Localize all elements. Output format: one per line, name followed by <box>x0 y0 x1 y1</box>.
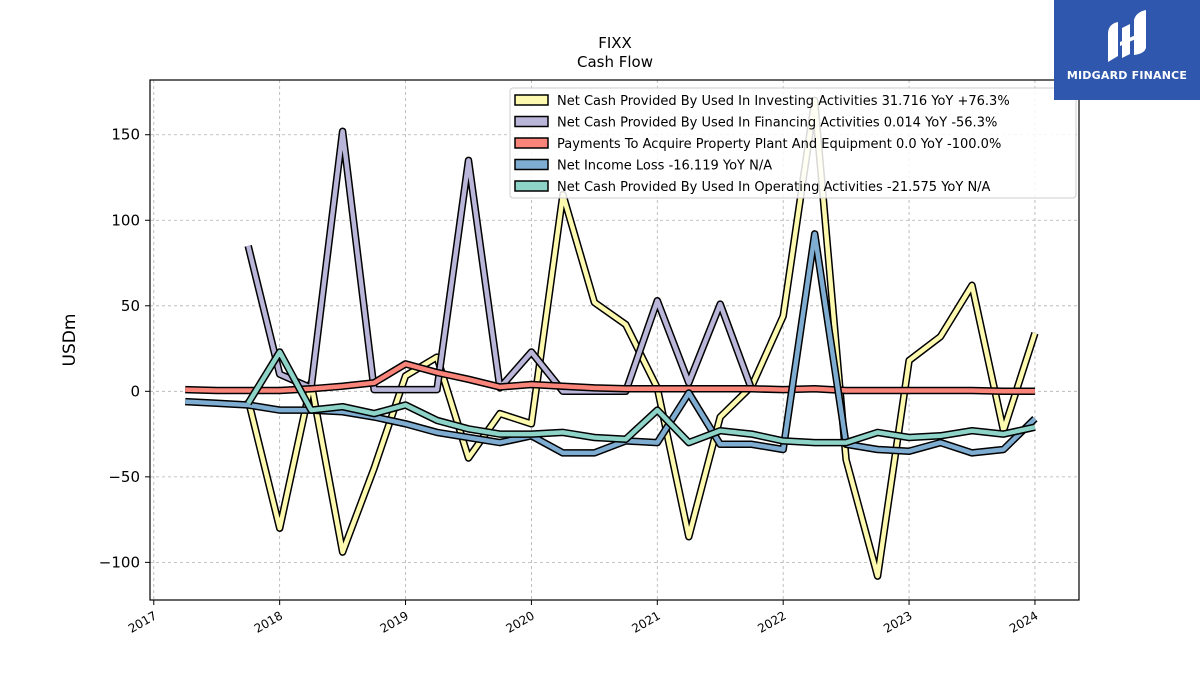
x-tick-label: 2022 <box>755 608 788 635</box>
legend-swatch-2 <box>514 115 549 128</box>
chart-title: FIXX <box>598 34 632 52</box>
y-axis-label: USDm <box>60 314 80 367</box>
legend-label-1: Net Cash Provided By Used In Investing A… <box>557 94 1010 109</box>
series-outline-4 <box>184 230 1038 457</box>
x-tick-label: 2017 <box>126 608 159 635</box>
logo-mark-icon <box>1108 10 1146 62</box>
y-tick-label: 0 <box>130 382 140 400</box>
legend-label-2: Net Cash Provided By Used In Financing A… <box>557 116 997 131</box>
legend-label-4: Net Income Loss -16.119 YoY N/A <box>557 159 772 174</box>
plot-frame <box>149 79 1080 601</box>
legend-swatch-5 <box>514 180 549 192</box>
series-line-3 <box>185 361 1035 394</box>
legend-swatch-1 <box>514 94 549 106</box>
chart-subtitle: Cash Flow <box>577 53 653 71</box>
series-line-5 <box>246 349 1036 445</box>
series-outline-5 <box>245 348 1036 447</box>
y-tick-label: 50 <box>121 297 140 315</box>
y-tick-label: −100 <box>99 553 140 571</box>
logo-text: MIDGARD FINANCE <box>1066 69 1188 82</box>
legend: Net Cash Provided By Used In Investing A… <box>509 87 1077 199</box>
x-tick-label: 2021 <box>629 608 662 635</box>
y-tick-label: −50 <box>108 468 140 486</box>
x-tick-label: 2018 <box>252 608 285 635</box>
legend-swatch-3 <box>514 137 549 149</box>
series-layer <box>184 96 1039 580</box>
x-tick-label: 2024 <box>1007 608 1040 635</box>
legend-swatch-4 <box>514 158 549 171</box>
legend-label-3: Payments To Acquire Property Plant And E… <box>557 137 1001 152</box>
y-tick-label: 150 <box>111 126 140 144</box>
series-line-4 <box>185 231 1037 456</box>
axes: 2017 2018 2019 2020 2021 2022 2023 2024 −100 −50 0… <box>99 126 1041 636</box>
legend-box <box>509 87 1077 199</box>
y-tick-label: 100 <box>111 211 140 229</box>
x-tick-label: 2020 <box>503 608 536 635</box>
midgard-finance-logo: MIDGARD FINANCE <box>1054 0 1200 100</box>
x-tick-label: 2019 <box>378 608 411 635</box>
legend-label-5: Net Cash Provided By Used In Operating A… <box>557 180 991 195</box>
x-tick-label: 2023 <box>881 608 914 635</box>
